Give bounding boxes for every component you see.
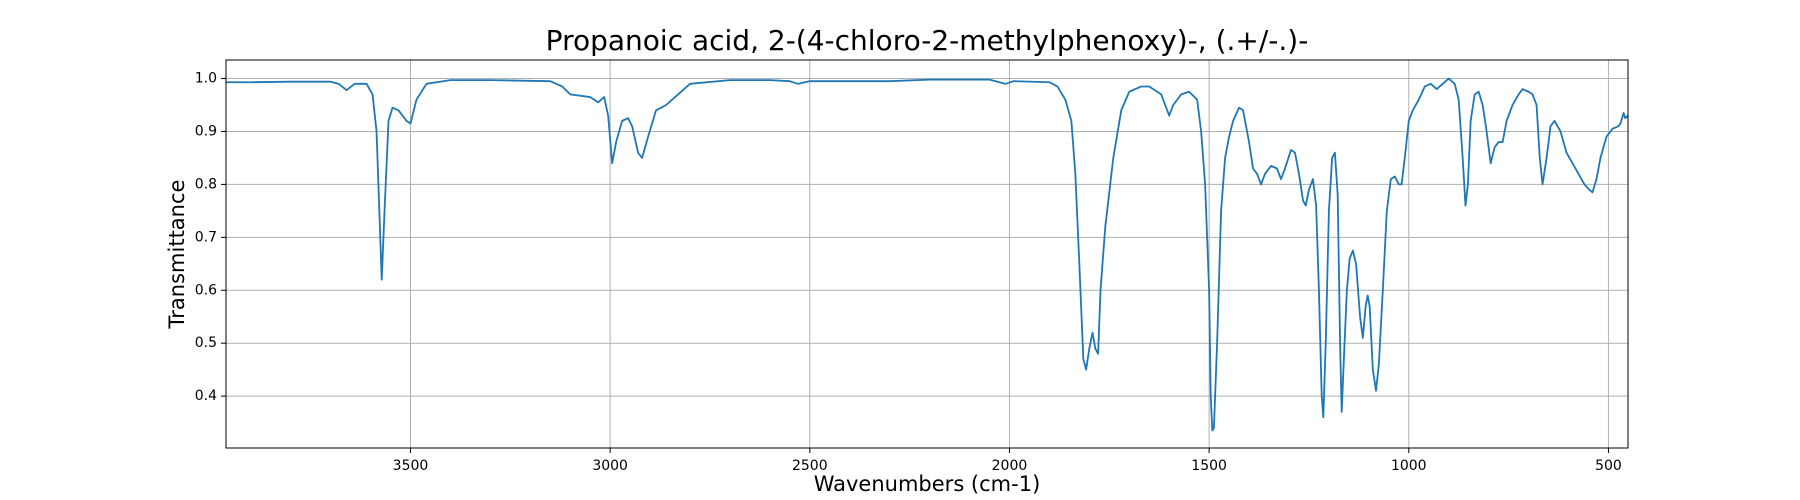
y-tick-label: 0.4 bbox=[195, 388, 217, 404]
y-tick-label: 0.5 bbox=[195, 335, 217, 351]
x-tick-label: 1500 bbox=[1191, 458, 1227, 474]
y-tick-label: 0.6 bbox=[195, 282, 217, 298]
spectrum-line bbox=[226, 77, 1629, 432]
y-tick-label: 0.7 bbox=[195, 229, 217, 245]
x-tick-label: 3500 bbox=[393, 458, 429, 474]
x-tick-label: 2500 bbox=[792, 458, 828, 474]
x-tick-label: 500 bbox=[1595, 458, 1622, 474]
chart-title: Propanoic acid, 2-(4-chloro-2-methylphen… bbox=[546, 24, 1309, 57]
y-tick-label: 0.8 bbox=[195, 176, 217, 192]
x-tick-label: 2000 bbox=[992, 458, 1028, 474]
y-axis-label: Transmittance bbox=[165, 180, 189, 330]
plot-frame bbox=[225, 59, 1629, 449]
x-tick-label: 1000 bbox=[1391, 458, 1427, 474]
x-tick-label: 3000 bbox=[592, 458, 628, 474]
y-tick-label: 1.0 bbox=[195, 71, 217, 87]
y-tick-label: 0.9 bbox=[195, 123, 217, 139]
x-axis-label: Wavenumbers (cm-1) bbox=[814, 472, 1041, 496]
